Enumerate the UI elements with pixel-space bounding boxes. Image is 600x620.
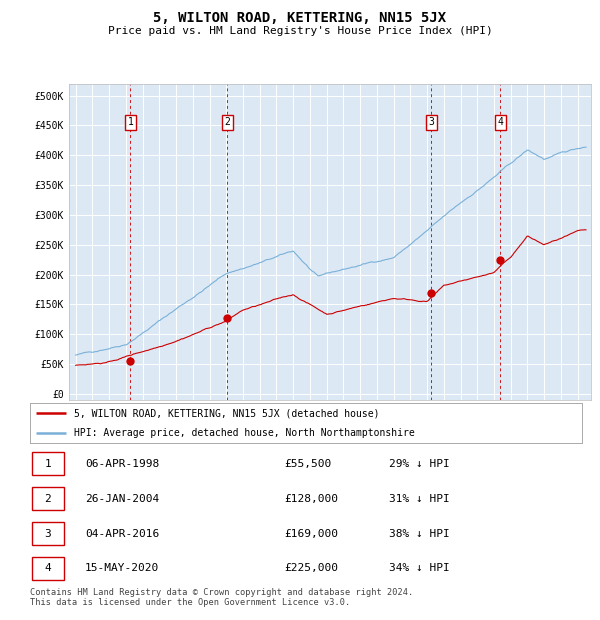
Text: 5, WILTON ROAD, KETTERING, NN15 5JX: 5, WILTON ROAD, KETTERING, NN15 5JX [154, 11, 446, 25]
FancyBboxPatch shape [32, 487, 64, 510]
Text: 34% ↓ HPI: 34% ↓ HPI [389, 564, 449, 574]
Text: £169,000: £169,000 [284, 529, 338, 539]
Text: 3: 3 [44, 529, 51, 539]
Text: 29% ↓ HPI: 29% ↓ HPI [389, 459, 449, 469]
Text: 1: 1 [44, 459, 51, 469]
Text: 4: 4 [497, 117, 503, 128]
Text: 2: 2 [224, 117, 230, 128]
Text: 1: 1 [127, 117, 133, 128]
Text: 15-MAY-2020: 15-MAY-2020 [85, 564, 160, 574]
Text: 04-APR-2016: 04-APR-2016 [85, 529, 160, 539]
Text: 3: 3 [428, 117, 434, 128]
Text: 06-APR-1998: 06-APR-1998 [85, 459, 160, 469]
Text: 38% ↓ HPI: 38% ↓ HPI [389, 529, 449, 539]
Text: £55,500: £55,500 [284, 459, 331, 469]
Text: 26-JAN-2004: 26-JAN-2004 [85, 494, 160, 503]
Text: 4: 4 [44, 564, 51, 574]
FancyBboxPatch shape [32, 522, 64, 545]
FancyBboxPatch shape [32, 557, 64, 580]
Text: HPI: Average price, detached house, North Northamptonshire: HPI: Average price, detached house, Nort… [74, 428, 415, 438]
Text: £128,000: £128,000 [284, 494, 338, 503]
Text: 31% ↓ HPI: 31% ↓ HPI [389, 494, 449, 503]
Text: £225,000: £225,000 [284, 564, 338, 574]
Text: Contains HM Land Registry data © Crown copyright and database right 2024.
This d: Contains HM Land Registry data © Crown c… [30, 588, 413, 607]
FancyBboxPatch shape [32, 453, 64, 476]
Text: 5, WILTON ROAD, KETTERING, NN15 5JX (detached house): 5, WILTON ROAD, KETTERING, NN15 5JX (det… [74, 408, 380, 418]
Text: Price paid vs. HM Land Registry's House Price Index (HPI): Price paid vs. HM Land Registry's House … [107, 26, 493, 36]
Text: 2: 2 [44, 494, 51, 503]
